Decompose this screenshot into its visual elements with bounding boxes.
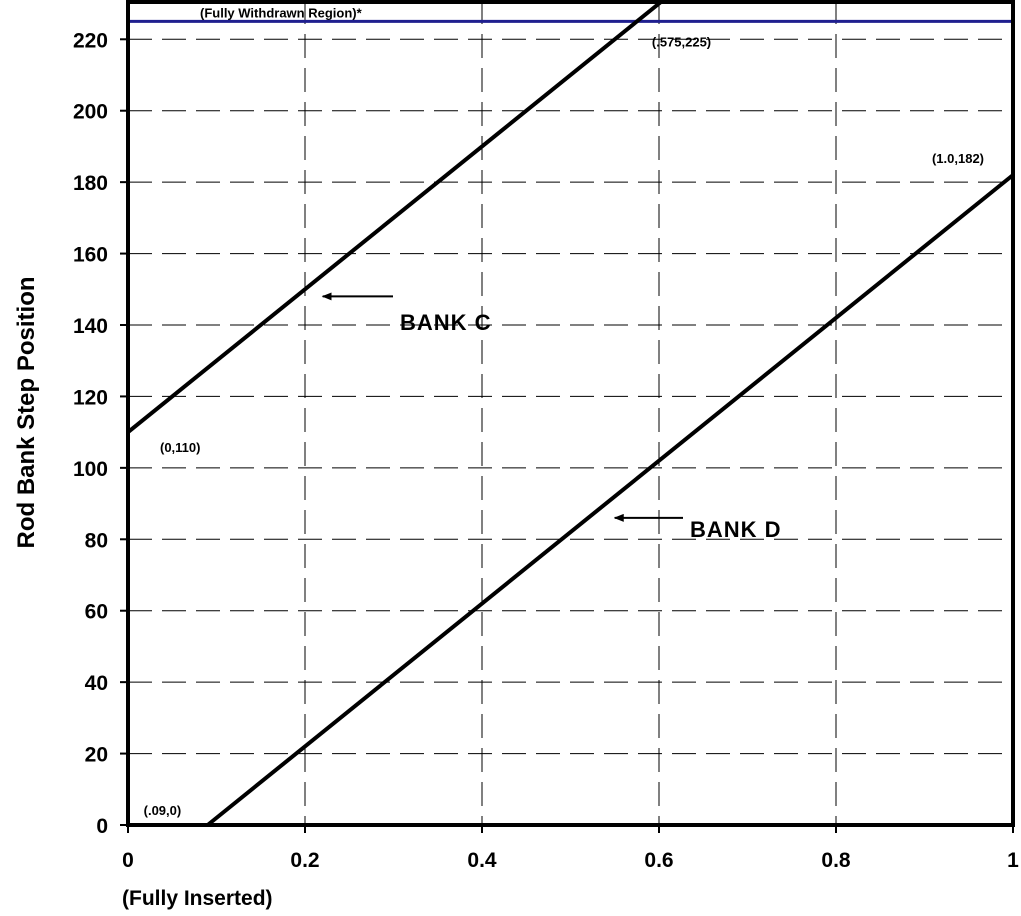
grid-lines <box>120 0 1014 833</box>
y-tick-label: 140 <box>73 315 108 338</box>
x-tick-label: 0.8 <box>821 849 851 872</box>
fully-withdrawn-region: (Fully Withdrawn Region)* <box>128 5 1013 23</box>
x-tick-label: 1 <box>1007 849 1019 872</box>
point-annotation: (0,110) <box>160 440 200 455</box>
y-tick-label: 20 <box>85 744 108 767</box>
y-tick-label: 0 <box>96 815 108 838</box>
fully-withdrawn-label: (Fully Withdrawn Region)* <box>200 5 363 20</box>
x-tick-label: 0.2 <box>290 849 319 872</box>
point-annotation: (1.0,182) <box>932 151 984 166</box>
y-tick-label: 180 <box>73 172 108 195</box>
x-axis-note: (Fully Inserted) <box>122 887 273 910</box>
y-tick-label: 60 <box>85 601 108 624</box>
plot-frame <box>126 0 1015 827</box>
series-lines <box>126 0 1015 827</box>
y-tick-label: 80 <box>85 529 108 552</box>
series-line-bank-c <box>126 0 665 434</box>
x-tick-label: 0 <box>122 849 134 872</box>
bank-label: BANK D <box>690 517 782 542</box>
y-tick-label: 160 <box>73 244 108 267</box>
point-annotation: (.575,225) <box>652 34 711 49</box>
point-annotation: (.09,0) <box>144 803 182 818</box>
bank-label: BANK C <box>400 310 492 335</box>
y-tick-label: 120 <box>73 386 108 409</box>
y-tick-label: 220 <box>73 29 108 52</box>
annotations: (.605,231)(.575,225)(1.0,182)(0,110)(.09… <box>144 34 984 818</box>
x-tick-label: 0.6 <box>644 849 673 872</box>
series-line-bank-d <box>206 173 1015 827</box>
tick-labels: 0 20 40 60 80 100 120 140 160 180 200 220 0 0.2 0.4 0.6… <box>73 29 1019 872</box>
y-axis-label: Rod Bank Step Position <box>13 276 40 548</box>
x-tick-label: 0.4 <box>467 849 497 872</box>
y-tick-label: 100 <box>73 458 108 481</box>
y-tick-label: 40 <box>85 672 108 695</box>
y-tick-label: 200 <box>73 101 108 124</box>
